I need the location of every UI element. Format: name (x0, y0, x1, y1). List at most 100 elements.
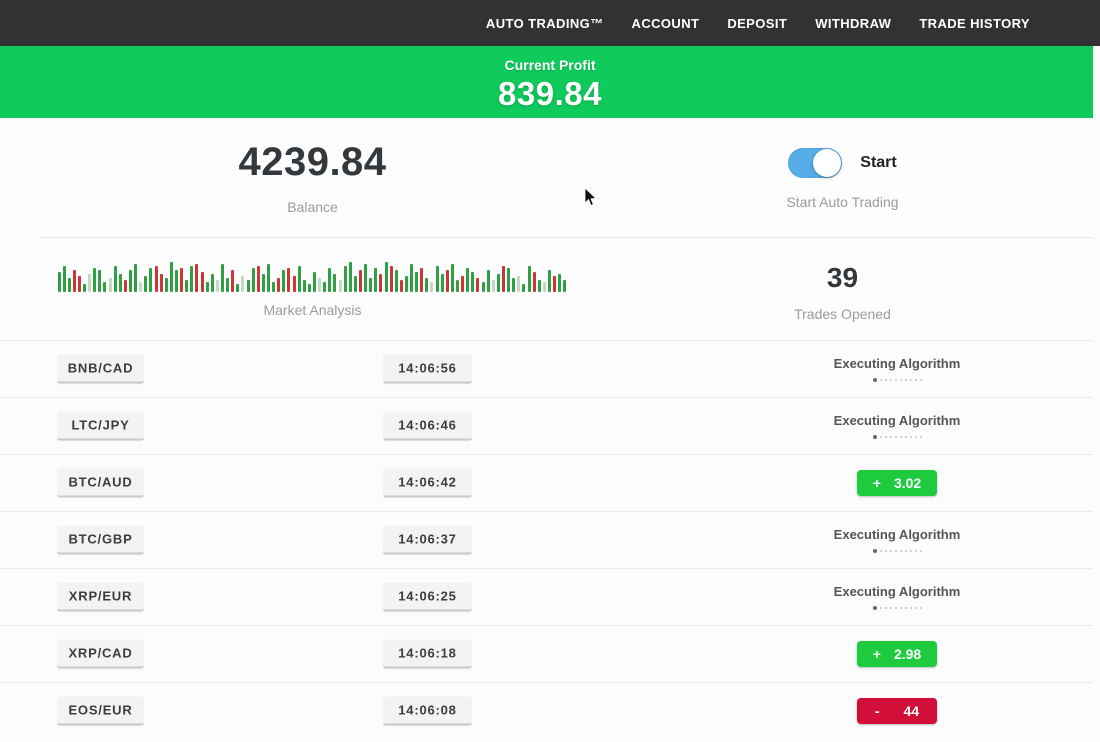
chart-bar (246, 280, 250, 292)
chart-bar (226, 278, 230, 292)
chart-bar (190, 266, 194, 292)
trade-time-pill[interactable]: 14:06:25 (383, 582, 472, 612)
chart-bar (251, 268, 255, 292)
chart-bar (420, 268, 424, 292)
chart-bar (333, 274, 337, 292)
chart-bar (542, 282, 546, 292)
table-row: BTC/AUD 14:06:42 +3.02 (0, 454, 1100, 511)
chart-bar (282, 270, 286, 292)
chart-bar (297, 266, 301, 292)
chart-bar (272, 282, 276, 292)
badge-value: 2.98 (893, 646, 922, 662)
chart-bar (440, 274, 444, 292)
toggle-label: Start (860, 154, 897, 171)
auto-trading-label: Start Auto Trading (786, 194, 899, 210)
chart-bar (486, 270, 490, 292)
trade-status: Executing Algorithm (797, 512, 997, 568)
chart-bar (307, 284, 311, 292)
trade-time-pill[interactable]: 14:06:08 (383, 696, 472, 726)
chart-bar (353, 276, 357, 292)
executing-algorithm-label: Executing Algorithm (833, 356, 961, 371)
nav-item-deposit[interactable]: DEPOSIT (727, 15, 788, 31)
trade-time-pill[interactable]: 14:06:42 (383, 468, 472, 498)
currency-pair-pill[interactable]: EOS/EUR (57, 696, 144, 726)
trades-opened-value: 39 (826, 262, 859, 293)
table-row: XRP/EUR 14:06:25 Executing Algorithm (0, 568, 1100, 625)
chart-bar (144, 276, 148, 292)
executing-algorithm-label: Executing Algorithm (833, 413, 961, 428)
chart-bar (277, 278, 281, 292)
trade-time-pill[interactable]: 14:06:56 (383, 354, 472, 384)
trade-status: +2.98 (797, 626, 997, 682)
chart-bar (139, 282, 143, 292)
trade-time-pill[interactable]: 14:06:37 (383, 525, 472, 555)
chart-bar (461, 276, 465, 292)
chart-bar (558, 274, 562, 292)
chart-bar (231, 270, 235, 292)
chart-bar (200, 272, 204, 292)
profit-badge: +3.02 (857, 470, 937, 496)
chart-bar (527, 266, 531, 292)
trade-time-pill[interactable]: 14:06:18 (383, 639, 472, 669)
currency-pair-pill[interactable]: BNB/CAD (57, 354, 144, 384)
badge-value: 3.02 (893, 475, 922, 491)
market-analysis-label: Market Analysis (263, 302, 362, 318)
chart-bar (261, 274, 265, 292)
chart-bar (512, 278, 516, 292)
chart-bar (537, 280, 541, 292)
chart-bar (532, 272, 536, 292)
chart-bar (456, 280, 460, 292)
trade-status: +3.02 (797, 455, 997, 511)
auto-trading-toggle[interactable] (788, 148, 843, 178)
nav-item-account[interactable]: ACCOUNT (631, 15, 700, 31)
chart-bar (466, 268, 470, 292)
chart-bar (302, 280, 306, 292)
nav-item-trade-history[interactable]: TRADE HISTORY (919, 15, 1030, 31)
balance-label: Balance (287, 199, 338, 215)
loss-badge: - 44 (857, 698, 937, 724)
executing-algorithm-label: Executing Algorithm (833, 527, 961, 542)
chart-bar (88, 274, 92, 292)
chart-bar (410, 264, 414, 292)
chart-bar (553, 276, 557, 292)
currency-pair-pill[interactable]: BTC/AUD (57, 468, 144, 498)
trade-status: Executing Algorithm (797, 398, 997, 454)
chart-bar (108, 278, 112, 292)
trade-status: Executing Algorithm (797, 569, 997, 625)
chart-bar (215, 280, 219, 292)
market-analysis-chart (57, 258, 568, 292)
chart-bar (169, 262, 173, 292)
progress-dots (872, 378, 922, 382)
trades-opened-label: Trades Opened (794, 306, 891, 322)
chart-bar (415, 272, 419, 292)
currency-pair-pill[interactable]: XRP/EUR (57, 582, 144, 612)
chart-bar (384, 262, 388, 292)
chart-bar (563, 280, 567, 292)
badge-sign: + (872, 646, 881, 662)
currency-pair-pill[interactable]: XRP/CAD (57, 639, 144, 669)
chart-bar (399, 280, 403, 292)
chart-bar (72, 270, 76, 292)
toggle-knob (813, 149, 842, 177)
chart-bar (338, 280, 342, 292)
progress-dots (872, 435, 922, 439)
nav-item-withdraw[interactable]: WITHDRAW (815, 15, 892, 31)
chart-bar (394, 270, 398, 292)
chart-bar (471, 272, 475, 292)
chart-bar (522, 284, 526, 292)
currency-pair-pill[interactable]: LTC/JPY (57, 411, 144, 441)
executing-algorithm-label: Executing Algorithm (833, 584, 961, 599)
chart-bar (548, 270, 551, 292)
scrollbar-track[interactable] (1093, 46, 1100, 742)
chart-bar (476, 278, 480, 292)
currency-pair-pill[interactable]: BTC/GBP (57, 525, 144, 555)
chart-bar (62, 266, 66, 292)
trade-time-pill[interactable]: 14:06:46 (383, 411, 472, 441)
chart-bar (364, 264, 368, 292)
chart-bar (358, 270, 362, 292)
chart-bar (195, 264, 199, 292)
balance-value: 4239.84 (238, 140, 387, 184)
chart-bar (430, 282, 434, 292)
chart-bar (323, 282, 327, 292)
nav-item-auto-trading[interactable]: AUTO TRADING™ (485, 15, 604, 31)
